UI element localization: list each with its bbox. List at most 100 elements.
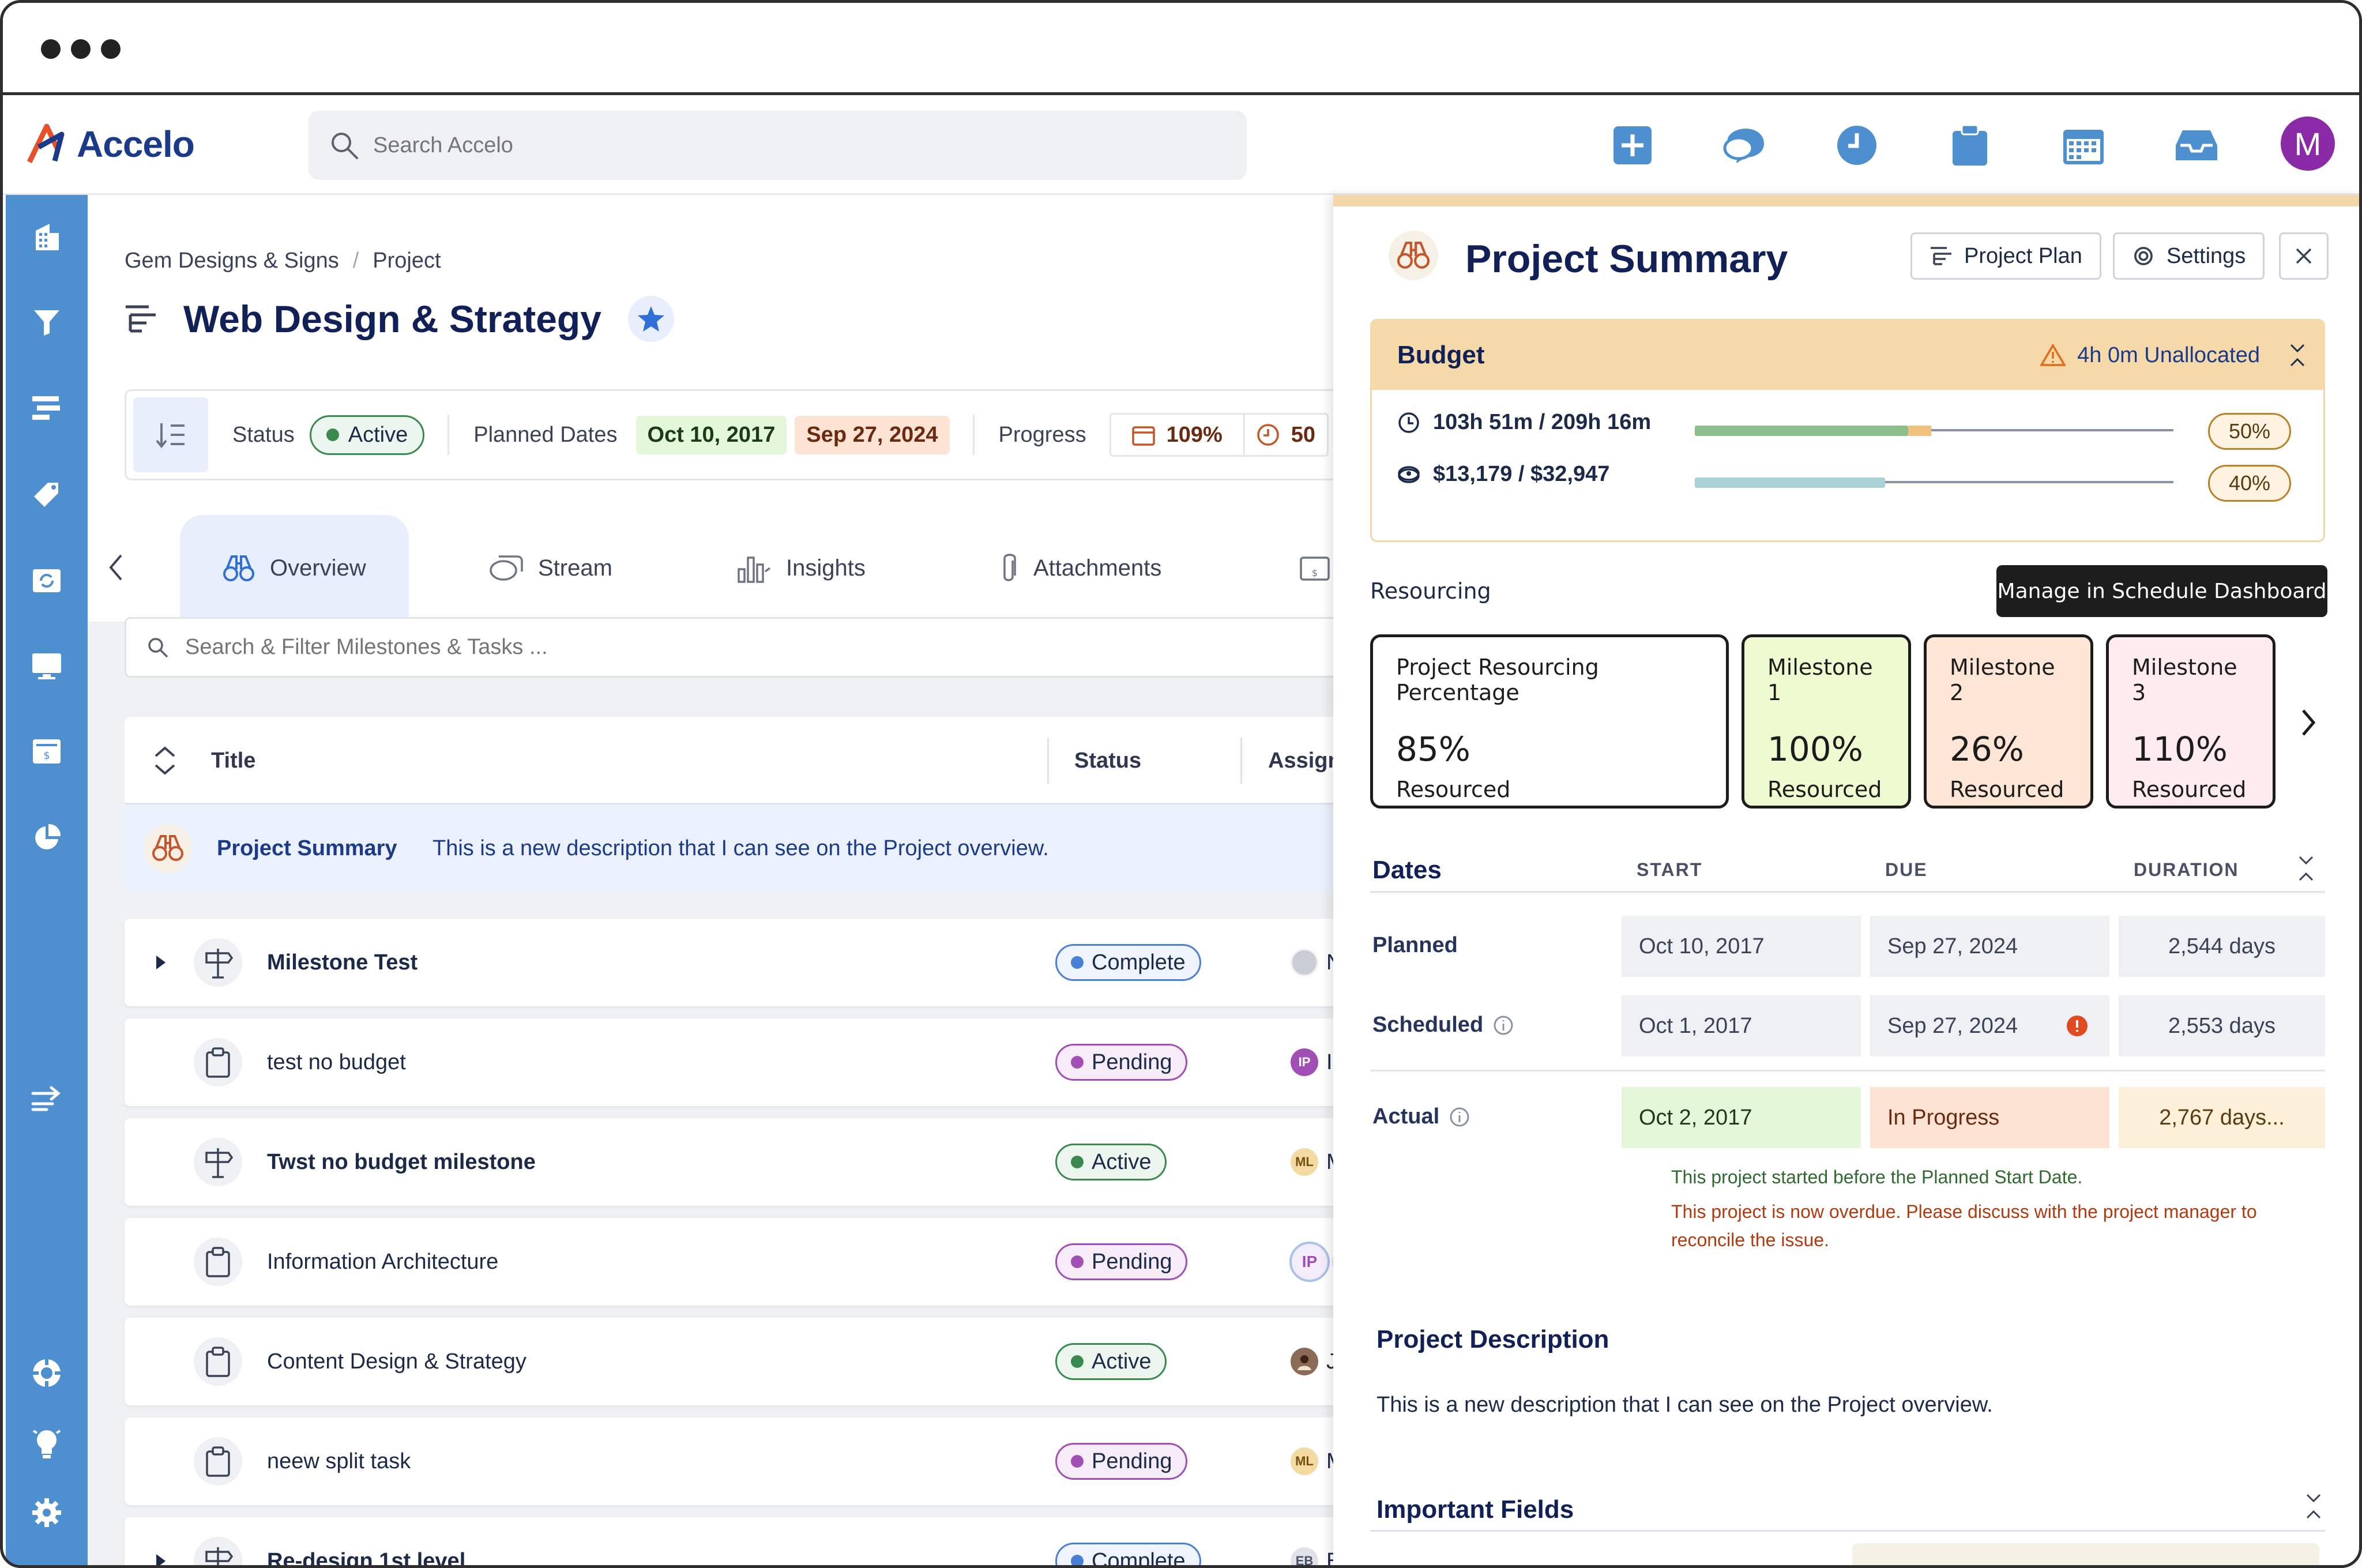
assignee[interactable]: IP Inte — [1291, 1048, 1333, 1076]
tab-billing-icon[interactable]: $ — [1299, 515, 1331, 622]
clock-icon[interactable] — [1833, 121, 1881, 170]
user-avatar[interactable]: M — [2281, 116, 2335, 171]
window-dot[interactable] — [71, 39, 91, 59]
assignee[interactable]: Jen — [1291, 1348, 1333, 1375]
scheduled-start[interactable]: Oct 1, 2017 — [1622, 995, 1861, 1056]
planned-end-chip[interactable]: Sep 27, 2024 — [795, 415, 950, 454]
schedule-dashboard-tooltip[interactable]: Manage in Schedule Dashboard — [1996, 565, 2327, 617]
window-dot[interactable] — [101, 39, 121, 59]
status-badge[interactable]: Active — [1055, 1343, 1167, 1380]
status-badge[interactable]: Complete — [1055, 944, 1201, 981]
retainer-icon[interactable] — [29, 562, 65, 597]
assignee[interactable]: Nor — [1291, 949, 1333, 976]
tab-attachments[interactable]: Attachments — [999, 515, 1161, 622]
time-progress-value: 50 — [1291, 422, 1316, 447]
table-row[interactable]: Content Design & Strategy Active Jen — [125, 1318, 1333, 1405]
unallocated-warning[interactable]: 4h 0m Unallocated — [2040, 343, 2260, 368]
table-row[interactable]: Twst no budget milestone Active ML Mic — [125, 1118, 1333, 1206]
projects-icon[interactable] — [29, 390, 65, 426]
expand-caret-icon[interactable] — [156, 1554, 166, 1565]
global-search[interactable] — [309, 111, 1247, 180]
task-filter[interactable] — [125, 617, 1333, 678]
status-badge[interactable]: Pending — [1055, 1243, 1188, 1280]
actual-start[interactable]: Oct 2, 2017 — [1622, 1087, 1861, 1148]
resourcing-card-sub: Resourced — [1950, 777, 2064, 802]
alert-icon[interactable] — [2066, 1014, 2089, 1037]
actual-due[interactable]: In Progress — [1870, 1087, 2109, 1148]
sort-button[interactable] — [133, 397, 208, 472]
planned-dates-label: Planned Dates — [473, 422, 618, 447]
resourcing-card-milestone-2[interactable]: Milestone 2 26% Resourced — [1924, 634, 2093, 809]
breadcrumb-company[interactable]: Gem Designs & Signs — [125, 249, 339, 273]
reports-pie-icon[interactable] — [29, 820, 65, 856]
column-status[interactable]: Status — [1074, 748, 1142, 773]
inbox-icon[interactable] — [2172, 121, 2221, 170]
budget-header[interactable]: Budget 4h 0m Unallocated — [1372, 321, 2323, 390]
status-dot — [1071, 956, 1084, 969]
settings-button[interactable]: Settings — [2113, 232, 2265, 280]
table-row[interactable]: test no budget Pending IP Inte — [125, 1018, 1333, 1106]
status-badge[interactable]: Complete — [1055, 1543, 1201, 1565]
tab-stream[interactable]: Stream — [488, 515, 612, 622]
lightbulb-icon[interactable] — [29, 1426, 65, 1462]
expand-caret-icon[interactable] — [156, 956, 166, 969]
table-row[interactable]: Re-design 1st level Complete EB Ean — [125, 1517, 1333, 1565]
resourcing-card-project[interactable]: Project Resourcing Percentage 85% Resour… — [1370, 634, 1729, 809]
assignee[interactable]: IPEB — [1289, 1242, 1333, 1282]
task-filter-input[interactable] — [185, 635, 1223, 660]
status-text: Pending — [1092, 1449, 1172, 1473]
clipboard-icon[interactable] — [1946, 121, 1994, 170]
status-badge[interactable]: Active — [1055, 1144, 1167, 1180]
resourcing-card-title: Milestone 1 — [1767, 655, 1873, 705]
window-dot[interactable] — [41, 39, 61, 59]
chevron-right-icon[interactable] — [2300, 708, 2317, 740]
project-status-badge[interactable]: Active — [309, 415, 425, 455]
tag-icon[interactable] — [29, 476, 65, 512]
project-summary-row[interactable]: Project Summary This is a new descriptio… — [125, 804, 1333, 892]
close-button[interactable] — [2279, 232, 2329, 280]
progress-chip[interactable]: 109% 50 — [1109, 413, 1329, 457]
assignee[interactable]: EB Ean — [1291, 1547, 1333, 1565]
gear-icon[interactable] — [29, 1495, 65, 1531]
transfer-arrows-icon[interactable] — [29, 1081, 65, 1116]
assignee[interactable]: ML Mic — [1291, 1148, 1333, 1176]
tab-insights[interactable]: Insights — [736, 515, 866, 622]
favorite-star-icon[interactable] — [627, 296, 674, 342]
add-icon[interactable] — [1608, 121, 1657, 170]
collapse-chevrons-icon[interactable] — [2289, 343, 2306, 368]
assignee[interactable]: ML Mic — [1291, 1447, 1333, 1475]
sort-chevrons-icon[interactable] — [152, 744, 178, 780]
resourcing-card-milestone-1[interactable]: Milestone 1 100% Resourced — [1742, 634, 1911, 809]
scheduled-due-cell[interactable]: Sep 27, 2024 — [1870, 995, 2109, 1056]
budget-time-overflow — [1908, 426, 1931, 436]
table-row[interactable]: Information Architecture Pending IPEB — [125, 1218, 1333, 1306]
planned-start-chip[interactable]: Oct 10, 2017 — [635, 415, 787, 454]
building-icon[interactable] — [29, 218, 65, 254]
project-plan-button[interactable]: Project Plan — [1910, 232, 2101, 280]
info-icon[interactable] — [1449, 1106, 1470, 1128]
collapse-chevrons-icon[interactable] — [2305, 1492, 2322, 1520]
status-badge[interactable]: Pending — [1055, 1044, 1188, 1081]
status-text: Active — [1092, 1149, 1152, 1174]
table-row[interactable]: Milestone Test Complete Nor — [125, 919, 1333, 1006]
chat-icon[interactable] — [1720, 121, 1769, 170]
calendar-icon[interactable] — [2059, 121, 2108, 170]
table-row[interactable]: neew split task Pending ML Mic — [125, 1417, 1333, 1505]
search-input[interactable] — [373, 133, 1180, 158]
tabs-back-chevron-icon[interactable] — [107, 553, 125, 585]
planned-due[interactable]: Sep 27, 2024 — [1870, 916, 2109, 977]
info-icon[interactable] — [1492, 1014, 1514, 1036]
invoice-icon[interactable]: $ — [29, 734, 65, 769]
resourcing-card-milestone-3[interactable]: Milestone 3 110% Resourced — [2106, 634, 2276, 809]
accelo-logo[interactable]: Accelo — [26, 121, 195, 167]
planned-start[interactable]: Oct 10, 2017 — [1622, 916, 1861, 977]
filter-funnel-icon[interactable] — [29, 304, 65, 340]
status-badge[interactable]: Pending — [1055, 1443, 1188, 1480]
column-title[interactable]: Title — [211, 748, 256, 773]
help-lifebuoy-icon[interactable] — [29, 1355, 65, 1391]
tab-overview[interactable]: Overview — [180, 515, 409, 622]
monitor-icon[interactable] — [29, 648, 65, 684]
breadcrumb-section[interactable]: Project — [373, 249, 441, 273]
collapse-chevrons-icon[interactable] — [2297, 855, 2315, 882]
column-assign[interactable]: Assign — [1268, 748, 1333, 773]
